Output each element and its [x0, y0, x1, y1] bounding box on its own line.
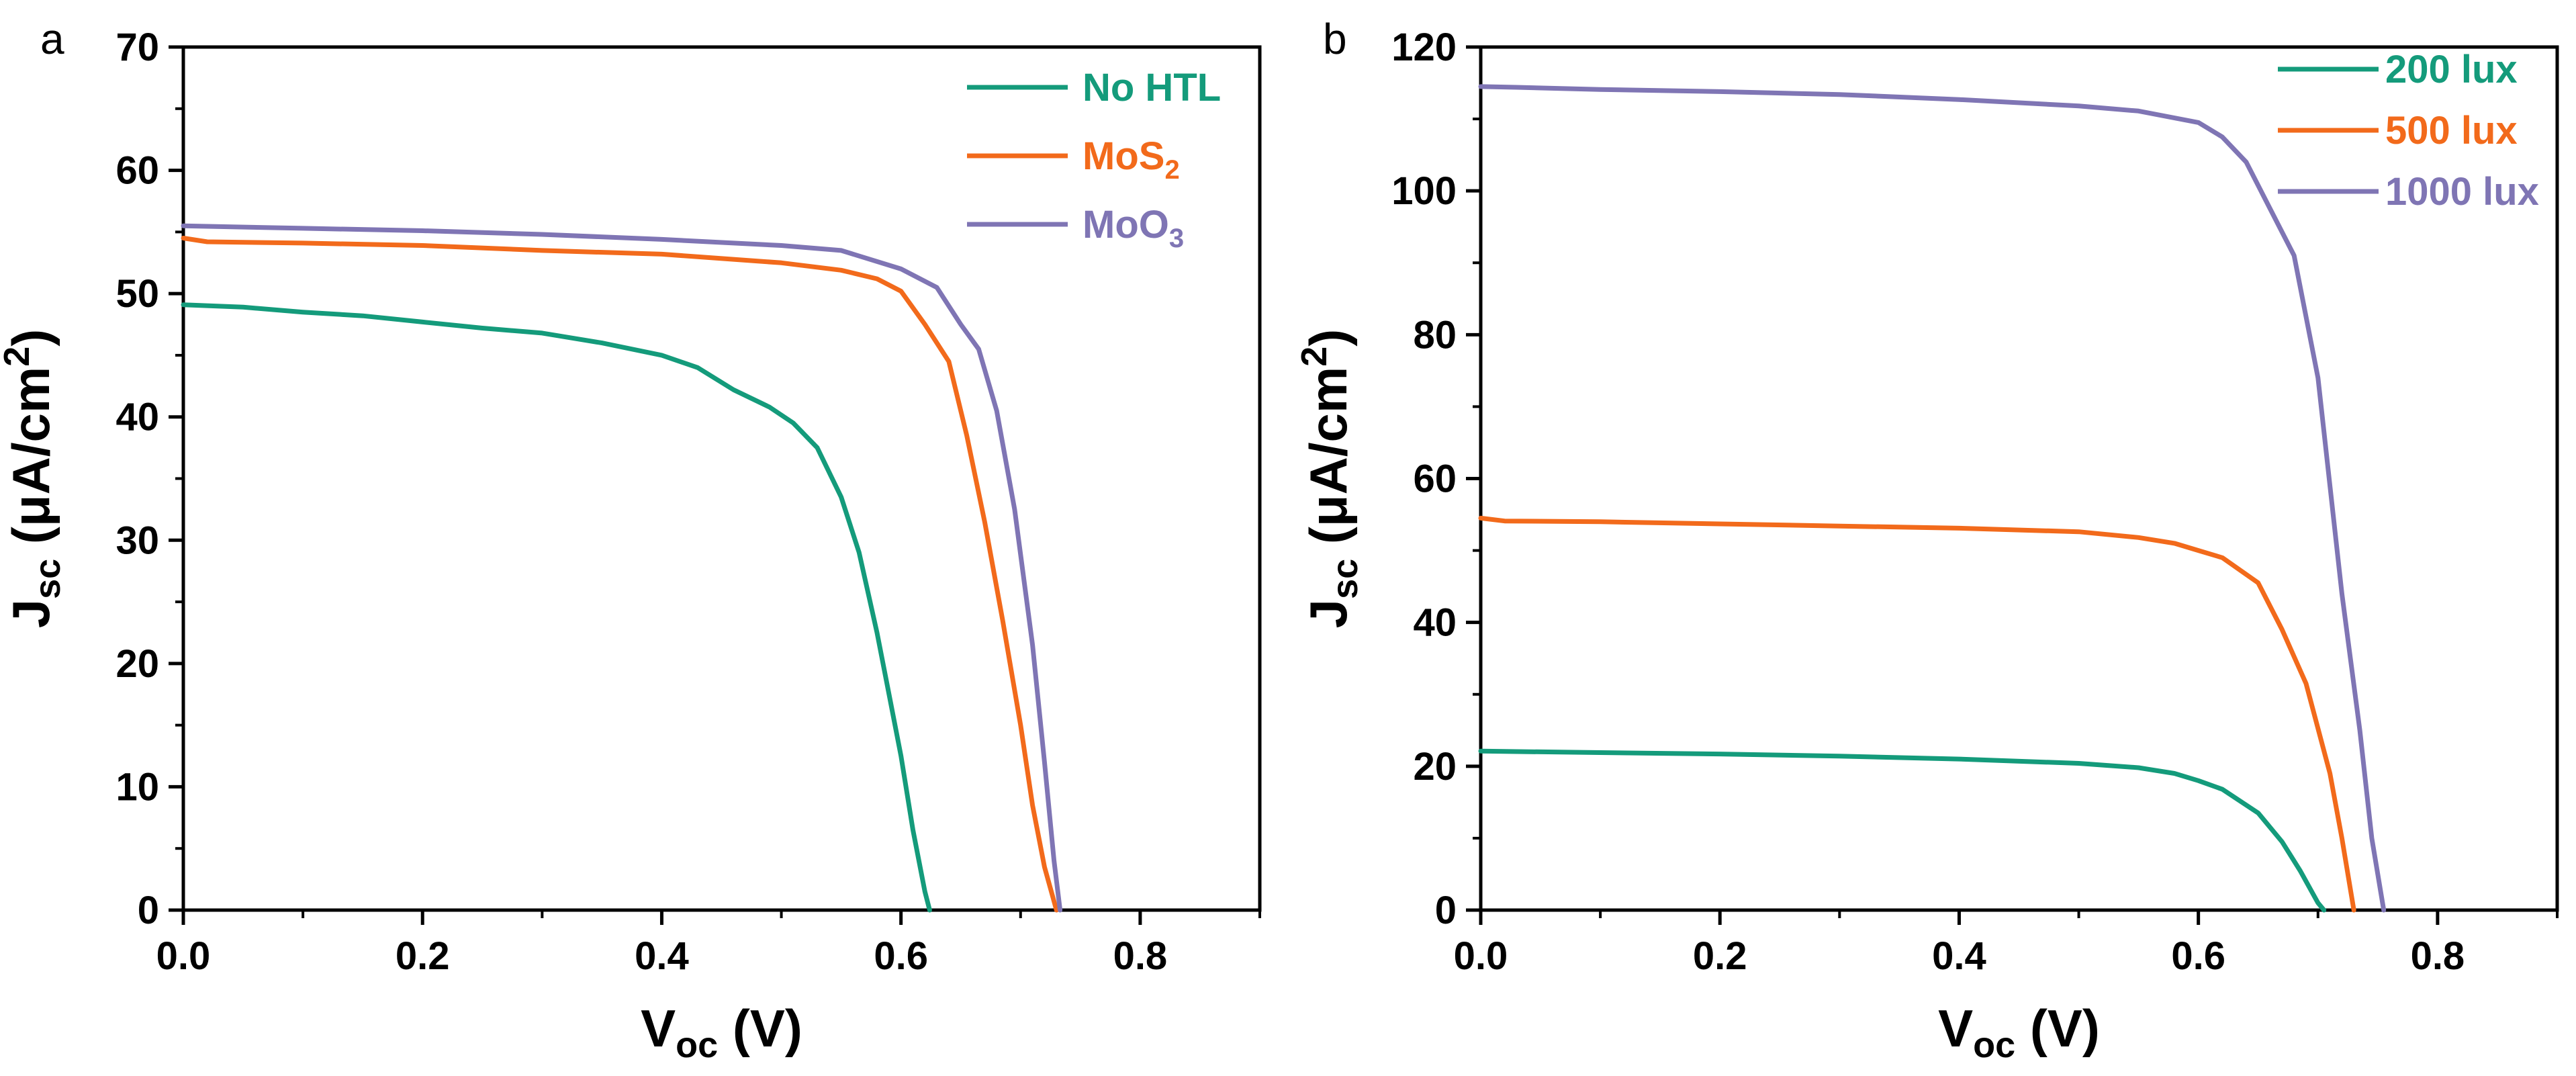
legend-label: No HTL [1083, 66, 1221, 109]
series-line-0 [181, 302, 932, 913]
y-axis-label: Jsc (μA/cm2) [0, 329, 68, 629]
legend-label: 200 lux [2385, 48, 2518, 91]
y-tick-label: 70 [116, 26, 159, 69]
panel-a-chart: a 0 10 20 30 40 50 60 70 0.0 0.2 0.4 0.6 0.8 Voc (V) Js… [0, 15, 1262, 1065]
y-tick-label: 30 [116, 519, 159, 562]
y-axis-label: Jsc (μA/cm2) [1294, 329, 1365, 629]
x-tick-label: 0.6 [874, 934, 928, 978]
legend-label: 500 lux [2385, 109, 2518, 152]
series-line-0 [1478, 748, 2327, 913]
y-tick-label: 50 [116, 272, 159, 316]
legend-label: MoS2 [1083, 134, 1180, 185]
series-line-2 [181, 223, 1063, 913]
y-tick-label: 0 [1435, 889, 1457, 932]
series-line-1 [1478, 515, 2356, 913]
series-line-2 [1478, 84, 2387, 913]
x-tick-label: 0.6 [2171, 934, 2225, 978]
panel-b-chart: b 0 20 40 60 80 100 120 0.0 0.2 0.4 0.6 0.8 Voc (V) Js… [1294, 15, 2559, 1065]
x-tick-label: 0.4 [1932, 934, 1986, 978]
panel-letter: a [40, 15, 64, 63]
x-tick-label: 0.4 [635, 934, 689, 978]
x-tick-label: 0.2 [396, 934, 450, 978]
x-axis-label: Voc (V) [1938, 999, 2100, 1065]
x-tick-label: 0.8 [1113, 934, 1168, 978]
y-tick-label: 120 [1391, 26, 1457, 69]
y-tick-label: 0 [138, 889, 159, 932]
legend-label: MoO3 [1083, 203, 1184, 253]
y-tick-label: 60 [116, 149, 159, 193]
series-line-1 [181, 236, 1059, 913]
x-tick-label: 0.2 [1693, 934, 1747, 978]
y-tick-label: 100 [1391, 169, 1457, 213]
x-tick-label: 0.8 [2411, 934, 2465, 978]
y-tick-label: 40 [116, 396, 159, 439]
x-axis-label: Voc (V) [641, 999, 802, 1065]
panel-letter: b [1323, 15, 1347, 63]
y-tick-label: 10 [116, 765, 159, 809]
y-tick-label: 60 [1413, 457, 1457, 501]
x-tick-label: 0.0 [156, 934, 211, 978]
y-tick-label: 40 [1413, 601, 1457, 645]
y-tick-label: 20 [1413, 745, 1457, 789]
legend-label: 1000 lux [2385, 170, 2539, 214]
y-tick-label: 20 [116, 642, 159, 686]
x-tick-label: 0.0 [1454, 934, 1508, 978]
y-tick-label: 80 [1413, 313, 1457, 357]
